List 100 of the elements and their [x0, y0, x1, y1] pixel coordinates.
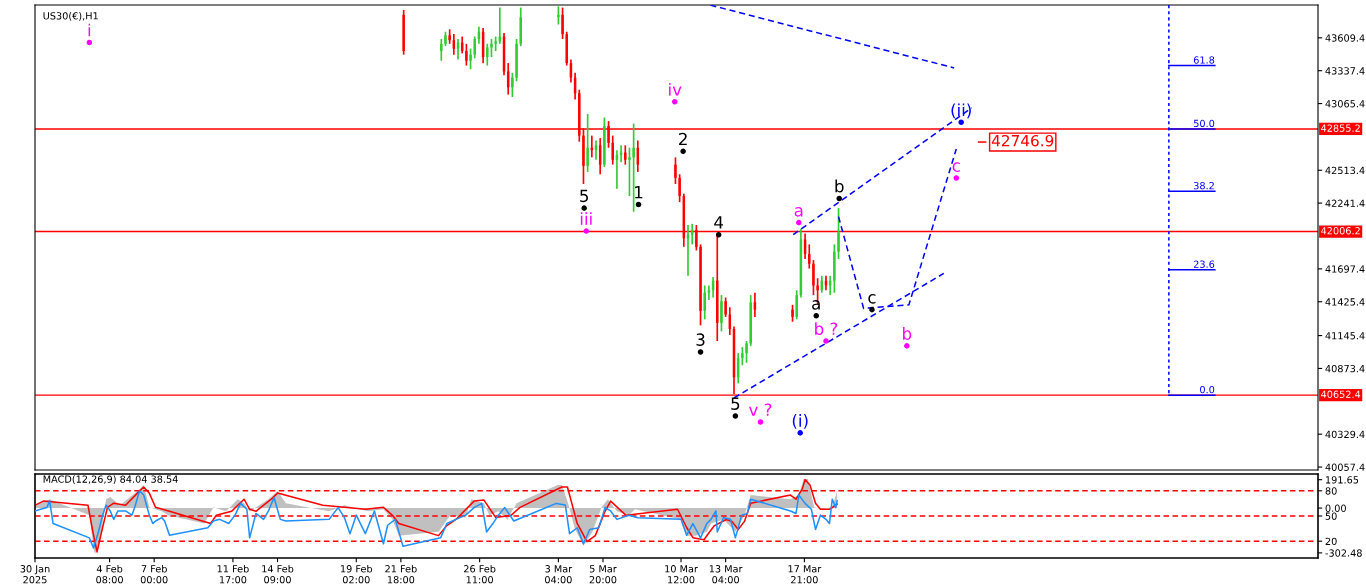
candlestick: [586, 113, 589, 173]
y-tick-label: 43337.4: [1325, 67, 1365, 75]
series-label: 5: [731, 397, 740, 410]
candlestick: [833, 243, 836, 294]
series-label: b ?: [815, 322, 838, 336]
point: [680, 148, 686, 155]
candlestick: [837, 207, 840, 260]
point: [715, 231, 722, 238]
ref-line-label: 42855.2: [1321, 124, 1360, 132]
point: [836, 195, 843, 202]
series-label: 0.0: [1200, 385, 1215, 394]
point: [635, 201, 642, 208]
candlestick: [448, 28, 451, 45]
candlestick: [473, 35, 476, 60]
candlestick: [812, 259, 815, 296]
series-label: 3: [696, 333, 705, 346]
candlestick: [678, 173, 681, 203]
series-label: a: [812, 300, 820, 310]
ref-line-label: 42006.2: [1321, 227, 1360, 235]
point: [958, 119, 964, 126]
series-label: a: [794, 207, 803, 217]
candlestick: [469, 47, 472, 71]
series-label: v ?: [748, 403, 772, 416]
x-tick-label: 26 Feb 11:00: [464, 564, 496, 584]
candlestick: [519, 6, 522, 48]
candlestick: [724, 296, 727, 318]
line-series: [35, 490, 838, 549]
point: [813, 312, 820, 319]
y-tick-label: 43065.4: [1325, 100, 1365, 108]
point: [671, 99, 678, 105]
y-tick-label: 191.65: [1326, 476, 1359, 484]
x-tick-label: 13 Mar 04:00: [709, 565, 743, 584]
y2-tick-label: 20: [1325, 537, 1337, 546]
series-label: iv: [669, 82, 682, 96]
candlestick: [741, 346, 744, 367]
series-label: 38.2: [1193, 181, 1214, 190]
x-tick-label: 5 Mar 20:00: [589, 565, 617, 584]
y-tick-label: 40873.4: [1325, 364, 1365, 373]
y2-tick-label: 80: [1325, 487, 1337, 495]
y-tick-label: 40329.4: [1325, 430, 1365, 439]
point: [797, 430, 803, 436]
x-tick-label: 10 Mar 12:00: [665, 565, 698, 584]
candlestick: [444, 30, 447, 48]
candlestick: [490, 38, 493, 58]
y-tick-label: 0.00: [1325, 504, 1346, 512]
series-label: c: [868, 294, 876, 304]
candlestick: [486, 42, 489, 67]
candlestick: [561, 6, 564, 40]
candlestick: [440, 38, 443, 62]
y-tick-label: 42513.4: [1325, 166, 1365, 175]
x-tick-label: 11 Feb 17:00: [217, 564, 249, 584]
y-tick-label: 41697.4: [1325, 265, 1365, 273]
point: [869, 306, 875, 313]
series-label: 23.6: [1193, 260, 1215, 268]
candlestick: [720, 294, 723, 333]
candlestick: [791, 303, 794, 323]
series-label: 4: [714, 216, 724, 229]
candlestick: [749, 294, 752, 347]
series-label: 2: [679, 132, 687, 146]
point: [823, 338, 829, 344]
series-label: b: [835, 179, 844, 193]
point: [86, 39, 93, 46]
x-tick-label: 14 Feb 09:00: [262, 564, 294, 584]
candlestick: [494, 35, 497, 52]
candlestick: [624, 144, 627, 166]
series-label: c: [952, 162, 960, 172]
series-label: (i): [792, 413, 808, 429]
x-tick-label: 21 Feb 18:00: [385, 564, 417, 584]
y-tick-label: 42241.4: [1325, 199, 1365, 207]
y-tick-label: 40057.4: [1325, 463, 1365, 471]
point: [732, 413, 739, 419]
candlestick: [707, 284, 711, 301]
candlestick: [703, 284, 706, 321]
series-label: b: [903, 326, 912, 340]
candlestick: [632, 122, 635, 213]
point: [757, 419, 764, 425]
point: [697, 349, 704, 355]
point: [904, 343, 910, 349]
x-tick-label: 30 Jan 2025: [20, 565, 50, 584]
x-tick-label: 3 Mar 04:00: [545, 565, 573, 584]
y2-tick-label: 50: [1325, 512, 1337, 520]
candlestick: [557, 5, 560, 26]
series-label: 5: [580, 189, 589, 203]
series-label: 61.8: [1193, 56, 1215, 64]
x-tick-label: 4 Feb 08:00: [96, 564, 123, 584]
candlestick: [611, 134, 614, 166]
x-tick-label: 19 Feb 02:00: [341, 564, 373, 584]
point: [581, 205, 587, 211]
ref-line-label: 40652.4: [1321, 390, 1361, 398]
series-label: i: [88, 23, 91, 37]
point: [953, 175, 960, 181]
candlestick: [565, 30, 568, 67]
series-label: (ii): [951, 103, 971, 119]
candlestick: [515, 38, 518, 83]
candlestick: [628, 146, 631, 197]
candlestick: [511, 71, 514, 98]
text: US30(€),H1: [43, 11, 98, 21]
y-tick-label: 41145.4: [1325, 332, 1365, 340]
candlestick: [795, 289, 798, 321]
x-tick-label: 7 Feb 00:00: [140, 564, 168, 584]
